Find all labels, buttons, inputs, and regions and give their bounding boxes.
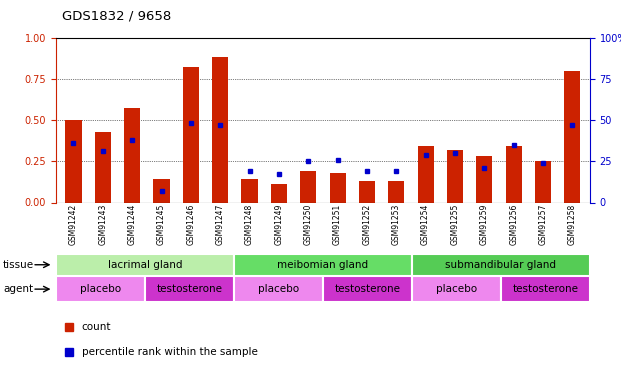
Text: submandibular gland: submandibular gland [445,260,556,270]
Bar [242,179,258,203]
Bar [535,161,551,202]
Bar [234,254,412,276]
Text: agent: agent [3,284,34,294]
Bar [323,276,412,302]
Bar [56,254,234,276]
Text: testosterone: testosterone [335,284,401,294]
Bar [505,146,522,202]
Text: placebo: placebo [258,284,299,294]
Bar [124,108,140,202]
Text: testosterone: testosterone [156,284,222,294]
Bar [417,146,433,202]
Bar [271,184,287,202]
Text: meibomian gland: meibomian gland [278,260,368,270]
Bar [234,276,323,302]
Bar [145,276,234,302]
Bar [388,181,404,203]
Bar [153,179,170,203]
Text: percentile rank within the sample: percentile rank within the sample [81,347,257,357]
Bar [564,70,581,202]
Bar [56,276,145,302]
Bar [183,67,199,203]
Text: testosterone: testosterone [512,284,578,294]
Text: GDS1832 / 9658: GDS1832 / 9658 [62,9,171,22]
Text: tissue: tissue [3,260,34,270]
Text: lacrimal gland: lacrimal gland [107,260,182,270]
Text: count: count [81,322,111,332]
Bar [330,173,346,202]
Bar [212,57,229,202]
Text: placebo: placebo [80,284,121,294]
Bar [359,181,375,203]
Text: placebo: placebo [436,284,477,294]
Bar [95,132,111,203]
Bar [412,254,590,276]
Bar [476,156,492,203]
Bar [447,150,463,202]
Bar [300,171,316,202]
Bar [65,120,81,202]
Bar [501,276,590,302]
Bar [412,276,501,302]
